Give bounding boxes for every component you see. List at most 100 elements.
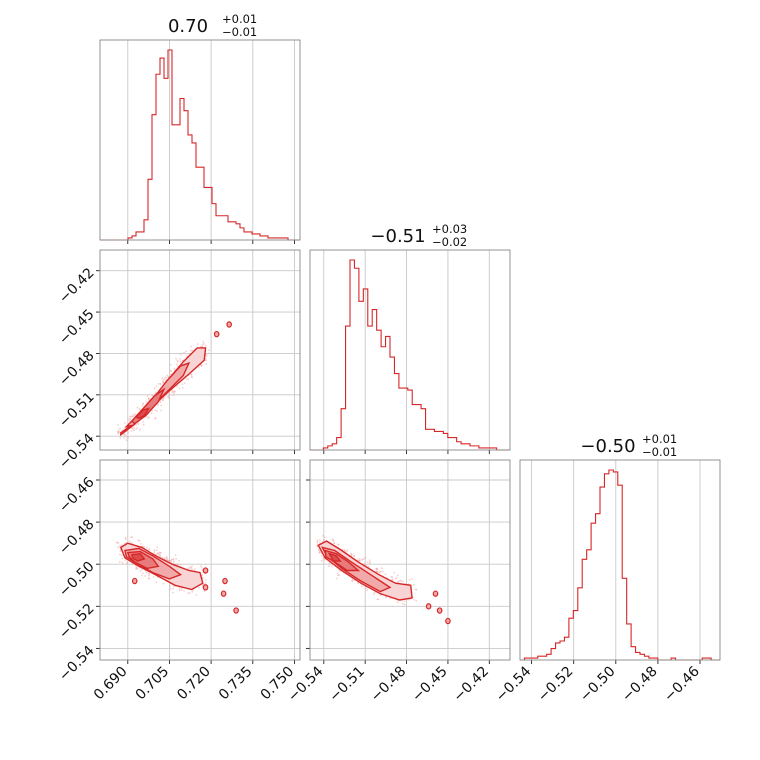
density-panel-p1-p3	[96, 460, 300, 664]
contour-island	[131, 577, 138, 585]
scatter-point	[203, 590, 206, 593]
contour-island	[445, 617, 451, 625]
scatter-point	[175, 357, 178, 360]
scatter-point	[191, 376, 194, 379]
scatter-point	[139, 408, 142, 411]
scatter-point	[356, 559, 359, 561]
scatter-point	[117, 429, 120, 431]
scatter-point	[162, 398, 164, 401]
scatter-point	[202, 342, 205, 345]
scatter-point	[379, 570, 382, 573]
scatter-point	[179, 360, 182, 363]
scatter-point	[378, 571, 380, 573]
scatter-point	[147, 572, 150, 575]
scatter-point	[385, 596, 387, 598]
scatter-point	[165, 557, 168, 560]
scatter-point	[411, 578, 413, 580]
title-minus-p1: −0.01	[222, 25, 257, 39]
scatter-point	[172, 560, 175, 563]
scatter-point	[178, 563, 181, 566]
scatter-point	[170, 370, 173, 373]
scatter-point	[130, 430, 133, 432]
scatter-point	[131, 563, 134, 566]
scatter-point	[381, 570, 384, 573]
scatter-point	[157, 552, 159, 555]
scatter-point	[159, 401, 162, 403]
scatter-point	[147, 417, 149, 420]
scatter-point	[153, 551, 156, 553]
scatter-point	[191, 568, 194, 571]
scatter-point	[144, 575, 147, 577]
scatter-point	[190, 345, 192, 348]
title-value-p1: 0.70	[168, 16, 208, 37]
scatter-point	[117, 431, 120, 433]
scatter-point	[127, 432, 130, 434]
scatter-point	[162, 379, 164, 382]
scatter-point	[142, 402, 145, 405]
scatter-point	[403, 600, 406, 603]
y-tick-label: −0.54	[56, 643, 98, 685]
scatter-point	[139, 428, 142, 431]
scatter-point	[379, 594, 382, 597]
scatter-point	[123, 435, 126, 437]
scatter-point	[117, 432, 120, 435]
scatter-point	[361, 558, 364, 561]
scatter-point	[173, 392, 175, 395]
scatter-point	[162, 582, 165, 585]
scatter-point	[369, 561, 371, 564]
scatter-point	[163, 557, 166, 560]
scatter-point	[333, 542, 336, 544]
scatter-point	[132, 413, 134, 416]
scatter-point	[132, 415, 135, 418]
contour-line-1	[317, 540, 413, 601]
scatter-point	[181, 387, 184, 389]
scatter-point	[171, 389, 173, 392]
scatter-point	[171, 391, 174, 393]
scatter-point	[152, 576, 155, 578]
scatter-point	[146, 395, 149, 397]
scatter-point	[141, 574, 143, 577]
scatter-point	[172, 591, 174, 594]
scatter-point	[199, 345, 202, 348]
scatter-point	[320, 554, 323, 557]
scatter-point	[204, 359, 207, 361]
scatter-point	[189, 566, 192, 569]
scatter-point	[396, 601, 399, 604]
scatter-point	[316, 539, 319, 541]
x-tick-label: −0.45	[409, 664, 451, 706]
scatter-point	[139, 570, 142, 573]
scatter-point	[154, 417, 157, 420]
scatter-point	[358, 557, 361, 560]
scatter-point	[166, 559, 169, 562]
scatter-point	[196, 343, 199, 345]
contour-island	[436, 607, 443, 614]
density-frame-p1-p3	[99, 459, 301, 661]
scatter-point	[343, 548, 346, 551]
scatter-point	[128, 540, 131, 542]
scatter-point	[202, 340, 205, 343]
contour-island	[425, 603, 432, 610]
scatter-point	[323, 539, 325, 541]
density-frame-p1-p2	[99, 249, 301, 451]
scatter-point	[121, 557, 124, 560]
scatter-point	[185, 350, 188, 353]
scatter-point	[164, 376, 166, 379]
y-tick-label: −0.48	[56, 348, 98, 390]
scatter-point	[403, 603, 406, 606]
scatter-point	[373, 591, 376, 594]
contour-line-3	[130, 387, 166, 425]
scatter-point	[353, 554, 356, 557]
scatter-point	[194, 568, 196, 571]
scatter-point	[183, 351, 186, 354]
scatter-point	[150, 412, 153, 414]
scatter-point	[375, 570, 378, 573]
scatter-point	[133, 426, 135, 429]
contour-fill-4	[136, 408, 149, 419]
contour-line-3	[126, 550, 160, 570]
contour-island	[226, 321, 232, 328]
scatter-point	[135, 568, 138, 570]
scatter-point	[174, 554, 177, 556]
x-tick-label: −0.48	[619, 664, 661, 706]
scatter-point	[119, 427, 121, 430]
scatter-point	[160, 409, 163, 412]
